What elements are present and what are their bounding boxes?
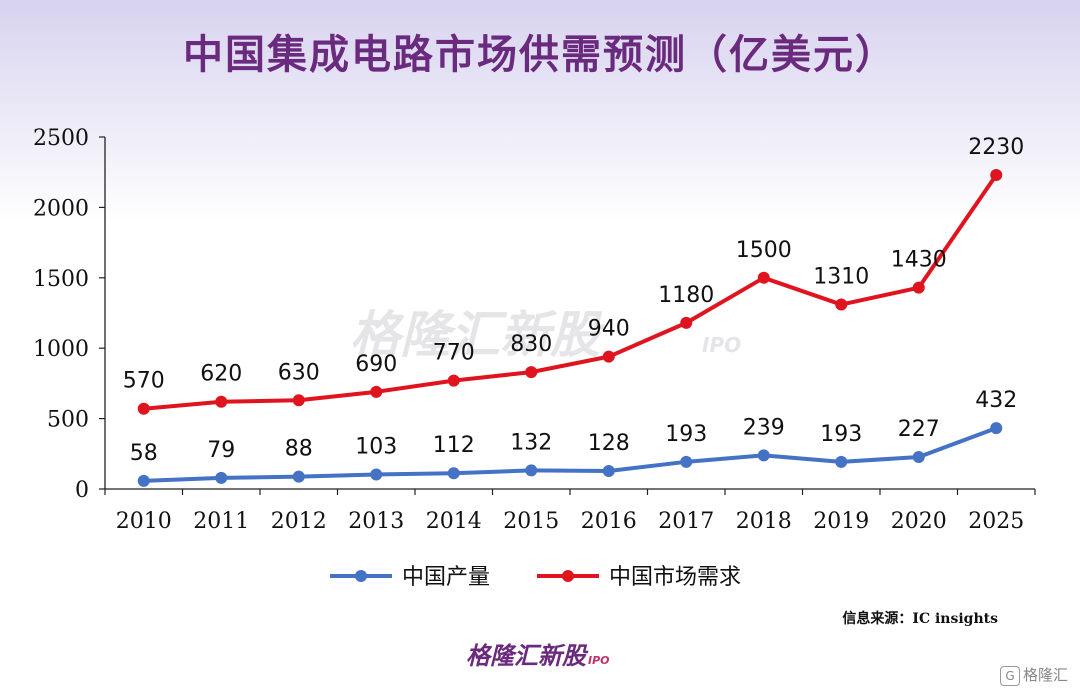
series-line [143, 426, 997, 483]
legend-swatch-marker [562, 570, 574, 582]
data-label: 103 [355, 434, 397, 459]
x-tick-label: 2011 [193, 509, 249, 534]
data-label: 239 [743, 415, 785, 440]
x-tick-label: 2012 [271, 509, 327, 534]
data-label: 58 [130, 441, 158, 466]
x-tick-label: 2025 [968, 509, 1024, 534]
data-label: 630 [278, 360, 320, 385]
data-point [137, 474, 150, 487]
x-axis-ticks: 2010 2011 2012 2013 2014 2015 2016 2017 2018 2019… [104, 489, 1036, 534]
data-point [680, 455, 693, 468]
data-point [602, 350, 615, 363]
watermark: 格隆汇新股 IPO [350, 306, 741, 364]
legend-label: 中国市场需求 [609, 565, 741, 590]
data-label: 940 [588, 317, 630, 342]
x-tick-label: 2013 [348, 509, 404, 534]
data-label: 79 [207, 438, 235, 463]
data-point [215, 395, 228, 408]
data-point [912, 281, 925, 294]
data-label: 830 [510, 332, 552, 357]
data-point [447, 467, 460, 480]
x-tick-label: 2017 [658, 509, 714, 534]
data-point [912, 451, 925, 464]
y-tick-label: 500 [47, 408, 89, 433]
corner-logo: G 格隆汇 [999, 664, 1068, 686]
g-logo-icon: G [999, 666, 1020, 686]
legend: 中国产量 中国市场需求 [330, 565, 741, 590]
legend-swatch-marker [355, 570, 367, 582]
data-label: 1310 [813, 265, 869, 290]
data-point [215, 471, 228, 484]
chart-title: 中国集成电路市场供需预测（亿美元） [183, 32, 897, 78]
data-label: 132 [510, 430, 552, 455]
y-axis-ticks: 0 500 1000 1500 2000 2500 [33, 126, 105, 503]
data-label: 1180 [658, 283, 714, 308]
y-tick-label: 2500 [33, 126, 89, 151]
data-point [137, 402, 150, 415]
data-point [525, 464, 538, 477]
data-point [292, 470, 305, 483]
x-tick-label: 2015 [503, 509, 559, 534]
y-tick-label: 1000 [33, 337, 89, 362]
data-point [370, 385, 383, 398]
data-label: 432 [975, 388, 1017, 413]
x-tick-label: 2019 [813, 509, 869, 534]
series-1: 58 79 88 103 112 132 128 193 239 193 227 432 [130, 388, 1017, 487]
data-point [990, 422, 1003, 435]
data-label: 620 [200, 362, 242, 387]
data-point [447, 374, 460, 387]
y-tick-label: 1500 [33, 267, 89, 292]
data-point [525, 366, 538, 379]
x-tick-label: 2018 [736, 509, 792, 534]
source-note: 信息来源：IC insights [842, 611, 998, 627]
watermark-suffix: IPO [702, 333, 741, 357]
series-2: 570 620 630 690 770 830 940 1180 1500 1310 1430 223… [123, 135, 1024, 415]
data-label: 2230 [968, 135, 1024, 160]
data-label: 112 [433, 433, 475, 458]
legend-item-2: 中国市场需求 [537, 565, 741, 590]
legend-item-1: 中国产量 [330, 565, 490, 590]
data-label: 193 [820, 422, 862, 447]
data-point [990, 169, 1003, 182]
data-point [602, 464, 615, 477]
data-point [757, 449, 770, 462]
data-point [370, 468, 383, 481]
footer-logo: 格隆汇新股 IPO [466, 636, 610, 671]
corner-logo-text: 格隆汇 [1022, 666, 1068, 684]
data-label: 570 [123, 369, 165, 394]
x-tick-label: 2014 [426, 509, 482, 534]
data-label: 227 [898, 417, 940, 442]
series-line [143, 173, 998, 411]
data-point [680, 316, 693, 329]
y-tick-label: 2000 [33, 196, 89, 221]
data-label: 88 [285, 437, 313, 462]
data-label: 193 [665, 422, 707, 447]
data-label: 1430 [891, 248, 947, 273]
data-point [835, 455, 848, 468]
data-label: 128 [588, 431, 630, 456]
x-tick-label: 2016 [581, 509, 637, 534]
watermark-brand: 格隆汇新股 [350, 306, 605, 364]
data-label: 1500 [736, 238, 792, 263]
x-tick-label: 2020 [891, 509, 947, 534]
legend-label: 中国产量 [402, 565, 490, 590]
y-tick-label: 0 [75, 478, 89, 503]
footer-logo-suffix: IPO [588, 654, 610, 667]
series-layer: 58 79 88 103 112 132 128 193 239 193 227 432 570 620 6… [123, 135, 1024, 487]
data-point [292, 394, 305, 407]
footer-logo-brand: 格隆汇新股 [466, 642, 586, 670]
data-point [757, 271, 770, 284]
x-tick-label: 2010 [116, 509, 172, 534]
data-label: 770 [433, 341, 475, 366]
data-label: 690 [355, 352, 397, 377]
data-point [835, 298, 848, 311]
